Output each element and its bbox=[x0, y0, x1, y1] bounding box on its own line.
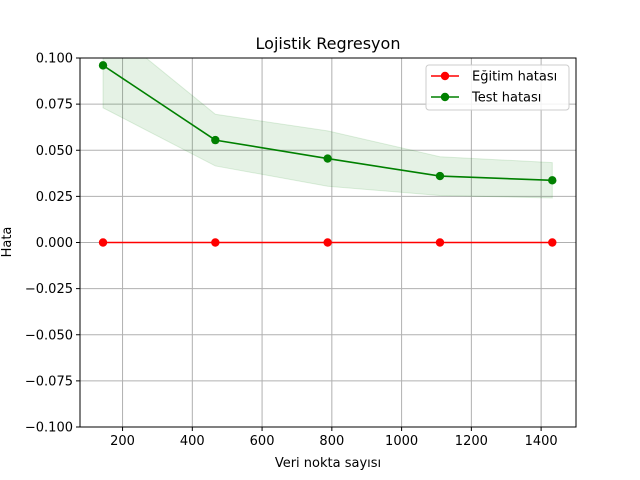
x-tick-label: 1400 bbox=[525, 434, 558, 449]
y-axis-label: Hata bbox=[0, 227, 15, 258]
test-error-point bbox=[435, 171, 445, 181]
legend: Eğitim hatası Test hatası bbox=[425, 64, 570, 111]
test-error-point bbox=[323, 154, 332, 163]
chart-title: Lojistik Regresyon bbox=[256, 34, 401, 53]
test-error-point bbox=[98, 61, 108, 70]
training-error-point bbox=[548, 238, 557, 247]
x-tick-label: 1000 bbox=[385, 434, 418, 449]
y-tick-label: −0.100 bbox=[25, 421, 73, 436]
x-tick-label: 1200 bbox=[455, 434, 488, 449]
legend-test-label: Test hatası bbox=[471, 91, 541, 106]
series-layer bbox=[98, 61, 557, 247]
test-error-point bbox=[211, 135, 220, 145]
legend-frame bbox=[425, 64, 570, 111]
y-tick-label: −0.075 bbox=[25, 374, 73, 389]
y-tick-label: 0.075 bbox=[36, 98, 73, 113]
legend-training-label: Eğitim hatası bbox=[472, 70, 557, 85]
legend-test-marker bbox=[440, 92, 450, 102]
training-error-point bbox=[323, 238, 332, 247]
y-tick-label: 0.050 bbox=[36, 144, 73, 159]
x-tick-label: 600 bbox=[250, 434, 275, 449]
training-error-point bbox=[98, 238, 108, 247]
y-tick-label: 0.025 bbox=[36, 190, 73, 205]
y-tick-label: −0.025 bbox=[25, 282, 73, 297]
test-error-point bbox=[548, 176, 557, 185]
axis-ticks: 200 400 600 800 1000 1200 1400 −0.100 −0.075 −0.0… bbox=[25, 52, 558, 450]
legend-training-marker bbox=[440, 71, 450, 81]
x-tick-label: 800 bbox=[319, 434, 344, 449]
y-tick-label: 0.100 bbox=[36, 52, 73, 67]
x-axis-label: Veri nokta sayısı bbox=[275, 456, 381, 471]
training-error-point bbox=[435, 238, 445, 247]
training-error-point bbox=[211, 238, 220, 247]
test-error-band bbox=[102, 58, 553, 199]
confidence-band-layer bbox=[102, 58, 553, 199]
y-tick-label: 0.000 bbox=[36, 236, 73, 251]
x-tick-label: 400 bbox=[180, 434, 205, 449]
x-tick-label: 200 bbox=[110, 434, 135, 449]
y-tick-label: −0.050 bbox=[25, 328, 73, 343]
